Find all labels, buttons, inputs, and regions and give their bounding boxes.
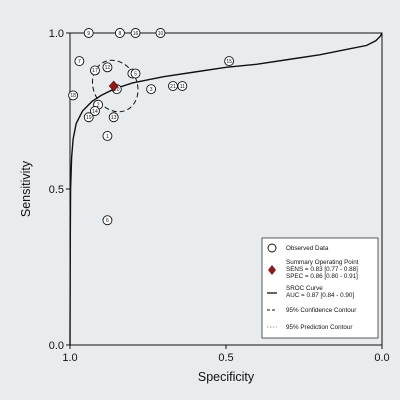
- observed-data-point: 18: [68, 90, 79, 101]
- observed-point-label: 5: [134, 71, 137, 77]
- observed-point-label: 19: [86, 115, 92, 121]
- legend-sroc-text: AUC = 0.87 [0.84 - 0.90]: [286, 292, 354, 299]
- observed-point-label: 10: [158, 31, 164, 37]
- observed-data-point: 8: [114, 28, 125, 38]
- observed-point-label: 7: [78, 59, 81, 65]
- observed-data-point: 10: [155, 28, 166, 38]
- observed-point-label: 2: [97, 103, 100, 109]
- summary-operating-point: [108, 80, 119, 92]
- legend-prediction-label: 95% Prediction Contour: [286, 324, 353, 331]
- observed-point-marker: [108, 112, 119, 123]
- observed-data-point: 5: [130, 68, 141, 79]
- observed-point-marker: [90, 65, 100, 76]
- observed-point-label: 12: [105, 65, 111, 71]
- y-tick-label: 0.0: [49, 340, 64, 352]
- observed-point-marker: [146, 84, 157, 95]
- observed-data-point: 9: [83, 28, 94, 38]
- legend: Observed Data Summary Operating PointSENS…: [261, 237, 379, 339]
- observed-data-point: 6: [102, 215, 113, 226]
- observed-point-label: 21: [170, 84, 176, 90]
- sroc-curve: [69, 32, 383, 346]
- legend-observed-symbol: [267, 243, 277, 253]
- observed-point-marker: [102, 131, 113, 141]
- observed-point-label: 18: [70, 93, 76, 99]
- legend-observed-label: Observed Data: [286, 245, 329, 252]
- legend-confidence-label: 95% Confidence Contour: [286, 307, 356, 314]
- observed-point-marker: [68, 90, 79, 101]
- observed-point-label: 13: [111, 115, 117, 121]
- x-tick-label: 1.0: [62, 352, 77, 364]
- observed-point-label: 8: [119, 31, 122, 37]
- plot-area: 123456789101112131415161718192021: [68, 28, 383, 346]
- observed-point-label: 17: [92, 68, 98, 74]
- observed-data-point: 12: [102, 62, 113, 73]
- observed-data-point: 16: [130, 28, 141, 38]
- observed-point-label: 9: [87, 31, 90, 37]
- legend-box: [261, 237, 379, 339]
- y-tick-label: 0.5: [49, 184, 64, 196]
- observed-point-marker: [130, 68, 141, 79]
- observed-point-label: 3: [150, 87, 153, 93]
- observed-data-point: 21: [168, 81, 178, 91]
- observed-data-point: 7: [74, 56, 85, 67]
- observed-point-marker: [224, 56, 235, 67]
- y-tick-label: 1.0: [49, 28, 64, 40]
- observed-data-point: 11: [177, 81, 188, 91]
- legend-summary-symbol: [268, 265, 276, 275]
- observed-point-marker: [102, 215, 113, 226]
- observed-point-label: 15: [226, 59, 232, 65]
- observed-point-marker: [74, 56, 85, 67]
- observed-point-marker: [155, 28, 166, 38]
- x-tick-label: 0.0: [374, 352, 389, 364]
- observed-point-label: 1: [106, 134, 109, 140]
- observed-data-point: 3: [146, 84, 157, 95]
- observed-point-marker: [83, 112, 94, 123]
- observed-data-point: 13: [108, 112, 119, 123]
- legend-summary-text: Summary Operating Point: [286, 259, 359, 266]
- legend-sroc-text: SROC Curve: [286, 285, 323, 292]
- observed-data-point: 15: [224, 56, 235, 67]
- observed-point-label: 16: [133, 31, 139, 37]
- observed-point-marker: [168, 81, 178, 91]
- observed-point-marker: [90, 106, 100, 116]
- x-tick-label: 0.5: [218, 352, 233, 364]
- x-axis-title: Specificity: [198, 370, 255, 384]
- legend-summary-text: SPEC = 0.86 [0.80 - 0.91]: [286, 273, 358, 280]
- observed-point-label: 11: [180, 84, 185, 90]
- observed-data-point: 19: [83, 112, 94, 123]
- observed-point-label: 6: [106, 218, 109, 224]
- observed-point-marker: [130, 28, 141, 38]
- observed-point-marker: [83, 28, 94, 38]
- observed-data-point: 1: [102, 131, 113, 141]
- observed-point-marker: [114, 28, 125, 38]
- observed-point-label: 14: [92, 109, 98, 115]
- observed-data-point: 14: [90, 106, 100, 116]
- observed-data-point: 17: [90, 65, 100, 76]
- legend-summary-text: SENS = 0.83 [0.77 - 0.88]: [286, 266, 358, 273]
- y-axis-title: Sensitivity: [19, 160, 33, 217]
- observed-point-marker: [102, 62, 113, 73]
- observed-point-label: 20: [114, 87, 120, 93]
- axes: 1.0 0.5 0.0 0.0 0.5 1.0 Specificity Sensitivity: [19, 28, 390, 384]
